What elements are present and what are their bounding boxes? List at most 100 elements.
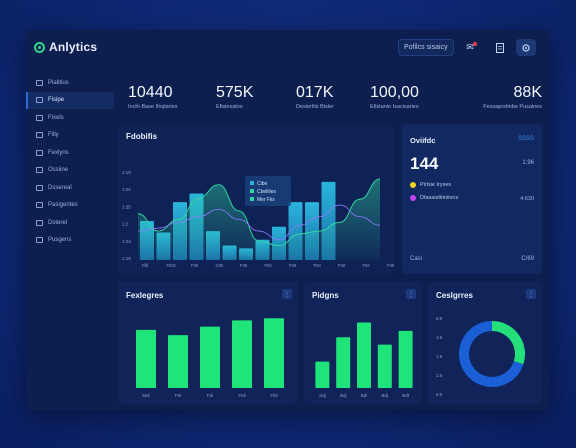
legend-dot-yellow <box>410 182 416 188</box>
sidebar-item-label: Pialitius <box>48 79 69 86</box>
x-tick-label: GIIII <box>216 263 224 268</box>
kpi-label: Inchi-Base Ifsqlaries <box>128 104 178 110</box>
dashboard-window: Anlytics Pofilcs sisaicy ✉ Pialitius Fisi… <box>26 30 550 410</box>
chart-bar[interactable] <box>200 326 220 388</box>
summary-legend-2-value: 4:630 <box>520 196 534 202</box>
chart-bar[interactable] <box>136 329 156 388</box>
kpi-value: 017K <box>296 84 334 101</box>
bell-icon: ✉ <box>466 42 474 52</box>
home-icon <box>36 79 43 86</box>
x-tick-label: Feli <box>238 393 245 398</box>
sidebar-item-label: Dsterel <box>48 219 68 226</box>
pages-icon <box>36 97 43 104</box>
pie-slice[interactable] <box>459 321 524 387</box>
y-tick-label: 1:25 <box>122 204 131 209</box>
donut-panel-menu-button[interactable]: ⋮ <box>526 289 536 299</box>
kpi-card-5: 88K Fessaprstinbe Pusaines <box>483 84 542 110</box>
bar-panel-1-title: Fexlegres <box>126 291 164 300</box>
sidebar-item-label: Fexlyns <box>48 149 69 156</box>
sidebar-item-7[interactable]: Dssereal <box>26 179 114 197</box>
bar-panel-1-menu-button[interactable]: ⋮ <box>282 289 292 299</box>
chart-icon <box>36 149 43 156</box>
document-icon <box>496 42 504 53</box>
summary-footer-left: Casi <box>410 256 423 262</box>
app-logo[interactable]: Anlytics <box>34 40 97 54</box>
sidebar-item-1[interactable]: Pialitius <box>26 74 114 92</box>
y-tick-label: 1:2 <box>122 222 129 227</box>
x-tick-label: FIIII <box>363 263 370 268</box>
chart-bar[interactable] <box>168 335 188 388</box>
x-tick-label: FIIII <box>338 263 345 268</box>
bar-panel-2-menu-button[interactable]: ⋮ <box>406 289 416 299</box>
sidebar-item-3[interactable]: Fixels <box>26 109 114 127</box>
main-chart: 1:19 1:20 1:25 1:2 1:23 1:19 Fllll FIIIO FIIII GI… <box>122 170 394 268</box>
donut-panel: Ceslgrres ⋮ 5:0 1:6 1:6 1:0 5:0 <box>428 282 542 404</box>
y-tick-label: 5:0 <box>436 316 443 321</box>
chart-bar[interactable] <box>377 344 392 388</box>
pie-slice[interactable] <box>491 321 525 365</box>
donut-panel-title: Ceslgrres <box>436 291 473 300</box>
summary-legend-1: Pirlsie Iryses <box>410 182 451 188</box>
line-series-1 <box>137 178 381 247</box>
kpi-label: Fessaprstinbe Pusaines <box>483 104 542 110</box>
sidebar-item-6[interactable]: Ossiine <box>26 162 114 180</box>
sidebar-item-label: Ossiine <box>48 167 69 174</box>
chart-bar[interactable] <box>398 330 413 388</box>
search-input[interactable]: Pofilcs sisaicy <box>398 39 454 56</box>
x-tick-label: FIIII <box>314 263 321 268</box>
x-tick-label: Bdi <box>361 393 368 398</box>
x-tick-label: Fdi <box>207 393 213 398</box>
sidebar-item-label: Filly <box>48 132 59 139</box>
x-tick-label: Mal <box>142 393 149 398</box>
app-title: Anlytics <box>49 40 98 54</box>
sidebar-item-5[interactable]: Fexlyns <box>26 144 114 162</box>
legend-label: Mer Fiis <box>257 197 275 203</box>
kpi-card-2: 575K Efisiesatos <box>216 84 253 110</box>
sidebar-item-9[interactable]: Dsterel <box>26 214 114 232</box>
chart-legend <box>245 176 291 206</box>
kpi-label: Desiertlis Bisler <box>296 104 334 110</box>
clock-icon <box>36 167 43 174</box>
summary-small-value: 1:96 <box>522 160 534 166</box>
x-tick-label: Sdj <box>319 393 326 398</box>
kpi-value: 100,00 <box>370 84 419 101</box>
chart-bar[interactable] <box>232 320 252 388</box>
sidebar-item-label: Dssereal <box>48 184 72 191</box>
logo-icon <box>34 41 45 53</box>
x-tick-label: FIIII <box>265 263 272 268</box>
chart-bar[interactable] <box>357 322 371 388</box>
chart-bar[interactable] <box>264 318 284 388</box>
x-tick-label: Fel <box>175 393 181 398</box>
database-icon <box>36 184 43 191</box>
main-chart-title: Fdobifis <box>126 132 158 141</box>
sidebar-item-2[interactable]: Fisipe <box>26 91 114 109</box>
chart-bar[interactable] <box>336 337 351 388</box>
legend-label: Cbeliiles <box>257 189 276 195</box>
area-series <box>138 179 380 260</box>
x-tick-label: FIIII <box>191 263 198 268</box>
y-tick-label: 1:0 <box>436 373 443 378</box>
x-tick-label: Bdj <box>382 393 389 398</box>
kpi-value: 88K <box>513 84 542 101</box>
x-tick-label: Fibl <box>270 393 277 398</box>
summary-badge[interactable]: SSSS <box>517 136 534 142</box>
sidebar-item-4[interactable]: Filly <box>26 127 114 145</box>
x-tick-label: FIIII <box>240 263 247 268</box>
legend-dot-purple <box>410 195 416 201</box>
kpi-value: 575K <box>216 84 254 101</box>
sidebar-item-8[interactable]: Pasigentes <box>26 197 114 215</box>
top-bar: Anlytics Pofilcs sisaicy ✉ <box>26 30 550 66</box>
summary-legend-1-label: Pirlsie Iryses <box>420 182 452 188</box>
settings-button[interactable] <box>516 39 536 56</box>
users-icon <box>36 132 43 139</box>
summary-panel: Oviifdc SSSS 144 1:96 Pirlsie Iryses Dta… <box>402 124 542 274</box>
summary-title: Oviifdc <box>410 136 436 145</box>
sidebar-item-10[interactable]: Pusgens <box>26 232 114 250</box>
document-button[interactable] <box>490 39 510 56</box>
chart-bar[interactable] <box>315 361 330 388</box>
x-tick-label: FIIII <box>387 263 394 268</box>
sidebar-item-label: Fixels <box>48 114 64 121</box>
sidebar-item-label: Pusgens <box>48 237 72 244</box>
y-tick-label: 1:23 <box>122 239 131 244</box>
notification-button[interactable]: ✉ <box>460 39 480 56</box>
